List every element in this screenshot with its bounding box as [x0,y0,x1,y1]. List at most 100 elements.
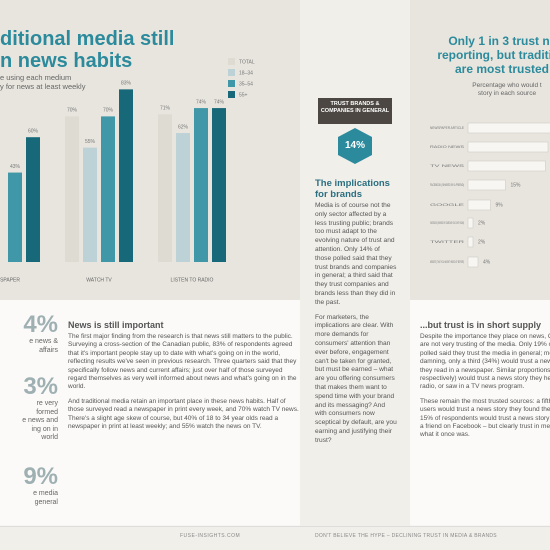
value-label: 2% [478,239,486,245]
bar [467,160,546,172]
legend-label: TOTAL [239,59,255,65]
stat-label: re very [36,400,58,407]
stat-label: e news & [29,338,58,345]
value-label: 83% [121,81,132,87]
legend-swatch [228,58,235,65]
category-label: TWITTER [430,240,465,244]
stat-label: formed [36,408,58,416]
category-label: RADIO NEWS [430,145,465,149]
value-label: 9% [496,202,504,208]
bar [467,179,506,191]
bar [467,217,474,229]
bar [8,172,22,262]
value-label: 2% [478,220,486,226]
center-column [300,0,410,550]
stat-hexagon [338,128,372,164]
footer [0,526,550,550]
bar [101,116,115,263]
category-label: FACEBOOK (SHARED BY SOMEONE YOU DON'T KN… [430,221,464,225]
stat-label: e news and [22,417,58,424]
bottom-right [410,300,550,525]
bar [212,108,226,262]
stats-column: 4% e news & affairs 3% re very formed e news a… [0,312,58,522]
source-trust-chart: NEWSPAPER ARTICLE34%RADIO NEWS32%TV NEWS… [430,122,550,268]
stat-label: world [41,434,58,441]
stat-value: 3% [23,373,58,400]
trust-heading: ...but trust is in short supply [420,320,542,330]
right-subtitle: Percentage who would t story in each sour… [412,82,550,98]
bar [176,133,190,262]
stat-label: e media [33,490,58,497]
stat-block: 3% re very formed e news and ing on in world [0,374,58,443]
left-title: ditional media still n news habits [0,28,174,72]
category-label: TV NEWS [430,164,466,168]
stat-block: 9% e media general [0,464,58,507]
value-label: 43% [10,164,21,170]
legend-swatch [228,91,235,98]
value-label: 70% [103,108,114,114]
stat-label: general [34,498,58,506]
bar [467,141,549,153]
category-label: LISTEN TO RADIO [171,277,214,283]
value-label: 60% [28,129,39,135]
bar [467,256,479,268]
right-title: Only 1 in 3 trust newreporting, but trad… [412,34,550,76]
banner-box [318,98,392,124]
bar [83,147,97,262]
stat-label: affairs [39,346,58,354]
news-heading: News is still important [68,320,164,330]
bar [26,137,40,262]
text-line: are most trusted s [454,62,550,76]
text-line: ditional media still [0,28,175,50]
paragraph: Media is of course not the only sector a… [315,202,397,306]
value-label: 15% [511,182,522,188]
bar [119,89,133,262]
text-line: n news habits [0,50,133,72]
bottom-left [0,300,300,525]
stat-value: 9% [23,463,58,490]
bar [65,116,79,263]
text-line: The implications [315,178,390,189]
left-subtitle: e using each medium y for news at least w… [0,73,85,91]
category-label: GOOGLE [430,203,466,207]
text-line: e using each medium [0,73,72,82]
paragraph: And traditional media retain an importan… [68,397,299,431]
center-heading: The implications for brands [315,178,390,200]
legend-swatch [228,80,235,87]
trust-body: Despite the importance they place on new… [420,333,550,446]
text-line: Only 1 in 3 trust new [448,34,550,48]
news-body: The first major finding from the researc… [68,333,300,437]
center-stat: 14% [344,140,365,151]
center-emblem [318,98,392,164]
text-line: story in each source [477,90,537,97]
left-panel [0,0,300,300]
text-line: reporting, but traditional [437,48,550,62]
value-label: 55% [85,139,96,145]
legend-label: 55+ [239,92,248,98]
bar [467,199,491,211]
legend-swatch [228,69,235,76]
category-label: FACEBOOK (SHARED BY A FRIEND) [430,183,464,187]
footer-site: FUSE-INSIGHTS.COM [180,533,241,539]
value-label: 71% [160,106,171,112]
paragraph: The first major finding from the researc… [68,333,297,391]
stat-value: 4% [23,311,58,338]
value-label: 62% [178,124,189,130]
paragraph: These remain the most trusted sources: a… [420,397,550,439]
text-line: y for news at least weekly [0,82,86,91]
trust-news-chart: TOTAL 70% 71% 18–34 55% 62% 35–54 43% 70% 74% 55+ 6… [0,58,255,283]
value-label: 74% [214,99,225,105]
paragraph: For marketers, the implications are clea… [315,313,397,444]
bar [467,122,550,134]
category-label: NEWSPAPER ARTICLE [430,126,465,130]
center-body: Media is of course not the only sector a… [315,202,397,452]
category-label: WATCH TV [86,277,112,283]
value-label: 74% [196,99,207,105]
value-label: 4% [483,259,491,265]
footer-title: DON'T BELIEVE THE HYPE – DECLINING TRUST… [315,533,497,539]
banner-text: TRUST BRANDS & COMPANIES IN GENERAL [320,101,390,114]
value-label: 70% [67,108,78,114]
bar [194,108,208,262]
stat-block: 4% e news & affairs [0,312,58,355]
